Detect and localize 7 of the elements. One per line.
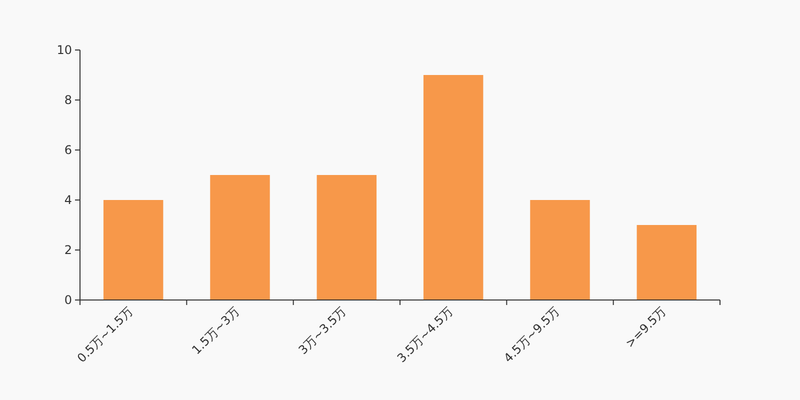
y-tick-label: 10 bbox=[56, 43, 72, 57]
y-tick-label: 2 bbox=[64, 243, 72, 257]
y-tick-label: 4 bbox=[64, 193, 72, 207]
y-tick-label: 8 bbox=[64, 93, 72, 107]
y-tick-label: 6 bbox=[64, 143, 72, 157]
x-tick-label: 1.5万~3万 bbox=[189, 304, 242, 358]
y-tick-label: 0 bbox=[64, 293, 72, 307]
